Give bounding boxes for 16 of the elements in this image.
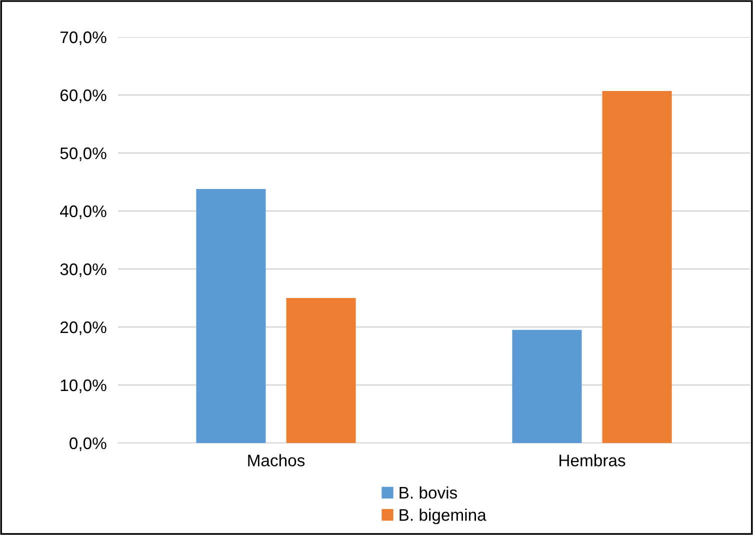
y-tick-label: 40,0% — [60, 205, 106, 220]
bar — [512, 330, 582, 443]
legend-label: B. bovis — [400, 486, 458, 499]
y-tick-label: 60,0% — [60, 89, 106, 104]
bar — [602, 90, 672, 443]
x-tick-label: Machos — [248, 454, 305, 466]
y-tick-label: 0,0% — [70, 437, 106, 452]
bar — [196, 188, 266, 443]
y-tick-label: 50,0% — [60, 147, 106, 162]
y-tick-label: 10,0% — [60, 379, 106, 394]
bar — [286, 298, 356, 443]
legend-label: B. bigemina — [400, 508, 486, 524]
x-tick-label: Hembras — [560, 454, 626, 466]
y-tick-label: 20,0% — [60, 321, 106, 336]
y-tick-label: 30,0% — [60, 263, 106, 278]
y-tick-label: 70,0% — [60, 31, 106, 46]
